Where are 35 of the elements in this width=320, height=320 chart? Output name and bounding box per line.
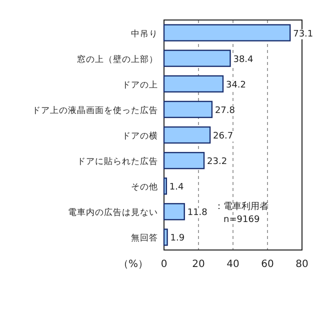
x-axis-title: （%） <box>118 259 148 270</box>
annotation: n=9169 <box>224 215 260 226</box>
data-label: 34.2 <box>226 80 246 90</box>
data-label: 73.1 <box>293 29 314 40</box>
x-tick-label: 60 <box>261 259 274 270</box>
bar <box>163 228 168 246</box>
y-tick-label: 無回答 <box>131 232 158 244</box>
y-tick-label: 電車内の広告は見ない <box>68 207 158 218</box>
bar <box>163 100 213 118</box>
x-tick-label: 0 <box>160 259 168 270</box>
bar <box>163 152 205 170</box>
y-tick-label: 中吊り <box>131 28 158 40</box>
data-label: 11.8 <box>187 208 208 218</box>
bar <box>163 24 291 42</box>
data-label: 1.9 <box>170 234 185 244</box>
annotation: ：電車利用者 <box>214 201 269 212</box>
y-tick-label: 窓の上（壁の上部） <box>77 54 158 65</box>
bar <box>163 75 224 92</box>
data-label: 23.2 <box>207 157 228 168</box>
bar <box>163 203 185 220</box>
bar <box>163 178 168 195</box>
data-label: 26.7 <box>213 132 234 142</box>
bar <box>163 126 211 144</box>
bar <box>163 50 231 67</box>
y-tick-label: ドアに貼られた広告 <box>77 156 158 168</box>
data-label: 1.4 <box>169 182 184 193</box>
y-tick-label: ドア上の液晶画面を使った広告 <box>32 104 158 116</box>
x-tick-label: 80 <box>296 259 308 270</box>
x-tick-label: 20 <box>192 259 205 270</box>
data-label: 27.8 <box>214 106 236 116</box>
y-tick-label: ドアの上 <box>122 79 158 90</box>
x-tick-label: 40 <box>226 259 240 270</box>
y-tick-label: その他 <box>131 182 158 193</box>
y-tick-label: ドアの横 <box>122 130 158 142</box>
data-label: 38.4 <box>233 54 254 65</box>
